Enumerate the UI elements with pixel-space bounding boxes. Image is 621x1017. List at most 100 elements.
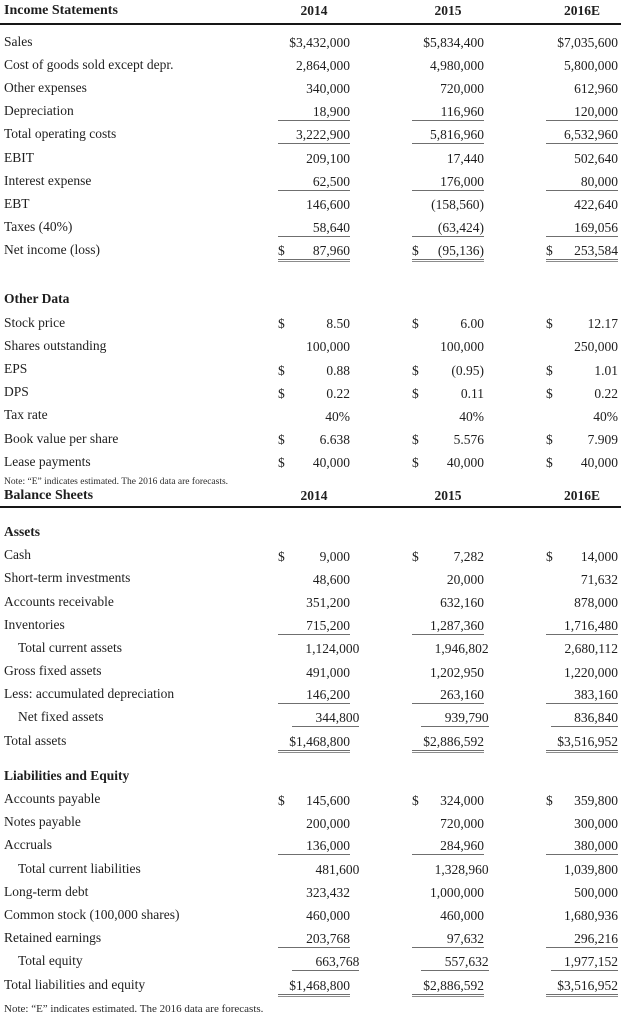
cell-value: 557,632 — [444, 954, 489, 970]
value-cell: 80,000 — [546, 171, 618, 191]
value-cell: 1,124,000 — [292, 638, 359, 657]
value-cell: 20,000 — [412, 569, 484, 588]
cell-value: 5,800,000 — [564, 58, 618, 74]
value-cell: 5,816,960 — [412, 124, 484, 145]
row-label: Book value per share — [4, 430, 119, 446]
cell-value: 715,200 — [306, 617, 350, 633]
cell-value: 351,200 — [306, 595, 350, 611]
table-title: Income Statements — [4, 3, 118, 18]
section-header: Other Data — [4, 291, 70, 307]
value-cell: 263,160 — [412, 684, 484, 705]
value-cell: 1,680,936 — [546, 905, 618, 924]
row-label: Less: accumulated depreciation — [4, 686, 175, 702]
dollar-sign: $ — [278, 548, 285, 564]
value-cell: $ 0.22 — [546, 383, 618, 402]
value-cell: 340,000 — [278, 78, 350, 97]
cell-value: 136,000 — [306, 838, 350, 854]
cell-value: 481,600 — [315, 862, 360, 878]
row-label: Total current liabilities — [18, 860, 141, 876]
value-cell: $ 9,000 — [278, 546, 350, 565]
table-row: Cost of goods sold except depr. 2,864,00… — [0, 53, 621, 76]
value-cell: $ 0.88 — [278, 360, 350, 379]
value-cell: 209,100 — [278, 148, 350, 167]
row-label: Common stock (100,000 shares) — [4, 906, 180, 922]
table-row: Less: accumulated depreciation 146,200 2… — [0, 683, 621, 706]
value-cell: 71,632 — [546, 569, 618, 588]
value-cell: $ 40,000 — [412, 452, 484, 471]
table-row: Interest expense 62,500 176,000 80,000 — [0, 169, 621, 192]
cell-value: 146,600 — [306, 197, 350, 213]
cell-value: 6.00 — [460, 316, 484, 332]
row-label: Other expenses — [4, 79, 87, 95]
cell-value: 6.638 — [319, 432, 350, 448]
cell-value: 6,532,960 — [564, 127, 618, 143]
dollar-sign: $ — [546, 385, 553, 401]
cell-value: 0.22 — [326, 385, 350, 401]
row-label: Shares outstanding — [4, 337, 107, 353]
value-cell: 169,056 — [546, 217, 618, 238]
cell-value: $3,516,952 — [557, 733, 618, 749]
dollar-sign: $ — [412, 385, 419, 401]
row-label: DPS — [4, 384, 29, 400]
cell-value: 383,160 — [574, 687, 618, 703]
dollar-sign: $ — [546, 362, 553, 378]
value-cell: $ 1.01 — [546, 360, 618, 379]
value-cell: 100,000 — [412, 336, 484, 355]
value-cell: 120,000 — [546, 101, 618, 122]
table-row: Accounts receivable 351,200 632,160 878,… — [0, 590, 621, 613]
value-cell: 878,000 — [546, 592, 618, 611]
row-label: Total current assets — [18, 639, 123, 655]
cell-value: 460,000 — [306, 908, 350, 924]
table-row: Total assets $1,468,800 $2,886,592 $3,51… — [0, 729, 621, 753]
cell-value: 878,000 — [574, 595, 618, 611]
table-row: Lease payments $ 40,000 $ 40,000 $ 40,00… — [0, 450, 621, 473]
cell-value: 500,000 — [574, 885, 618, 901]
row-label: Accruals — [4, 837, 52, 853]
cell-value: 4,980,000 — [430, 58, 484, 74]
cell-value: 40% — [459, 408, 484, 424]
value-cell: 500,000 — [546, 882, 618, 901]
value-cell: $1,468,800 — [278, 975, 350, 997]
cell-value: 720,000 — [440, 81, 484, 97]
table-row: EPS $ 0.88 $ (0.95) $ 1.01 — [0, 357, 621, 380]
row-label: Net fixed assets — [18, 709, 104, 725]
section-header: Liabilities and Equity — [4, 767, 130, 783]
row-label: EBIT — [4, 149, 34, 165]
dollar-sign: $ — [278, 362, 285, 378]
value-cell: 97,632 — [412, 928, 484, 949]
row-label: Cash — [4, 547, 31, 563]
value-cell: 176,000 — [412, 171, 484, 191]
cell-value: 20,000 — [446, 571, 484, 587]
value-cell: 720,000 — [412, 813, 484, 832]
cell-value: 169,056 — [574, 220, 618, 236]
cell-value: 0.11 — [460, 385, 484, 401]
cell-value: 1,202,950 — [430, 664, 484, 680]
row-label: Accounts receivable — [4, 593, 114, 609]
cell-value: 1.01 — [594, 362, 618, 378]
cell-value: 40,000 — [580, 455, 618, 471]
cell-value: 14,000 — [580, 548, 618, 564]
dollar-sign: $ — [546, 455, 553, 471]
cell-value: 0.22 — [594, 385, 618, 401]
cell-value: 18,900 — [312, 104, 350, 120]
cell-value: 324,000 — [440, 792, 484, 808]
cell-value: (63,424) — [437, 220, 484, 236]
dollar-sign: $ — [546, 548, 553, 564]
dollar-sign: $ — [546, 243, 553, 259]
value-cell: 62,500 — [278, 171, 350, 191]
cell-value: $2,886,592 — [423, 733, 484, 749]
cell-value: 836,840 — [574, 710, 618, 726]
footnote: Note: “E” indicates estimated. The 2016 … — [4, 477, 229, 488]
row-label: Gross fixed assets — [4, 663, 102, 679]
table-row: Total liabilities and equity $1,468,800 … — [0, 973, 621, 997]
value-cell: 2,680,112 — [551, 638, 618, 657]
table-row: Long-term debt 323,432 1,000,000 500,000 — [0, 880, 621, 903]
value-cell: (158,560) — [412, 194, 484, 213]
row-label: Accounts payable — [4, 791, 101, 807]
table-row: Tax rate 40% 40% 40% — [0, 404, 621, 427]
dollar-sign: $ — [412, 362, 419, 378]
cell-value: 720,000 — [440, 815, 484, 831]
cell-value: 939,790 — [444, 710, 489, 726]
dollar-sign: $ — [412, 455, 419, 471]
value-cell: 3,222,900 — [278, 124, 350, 145]
